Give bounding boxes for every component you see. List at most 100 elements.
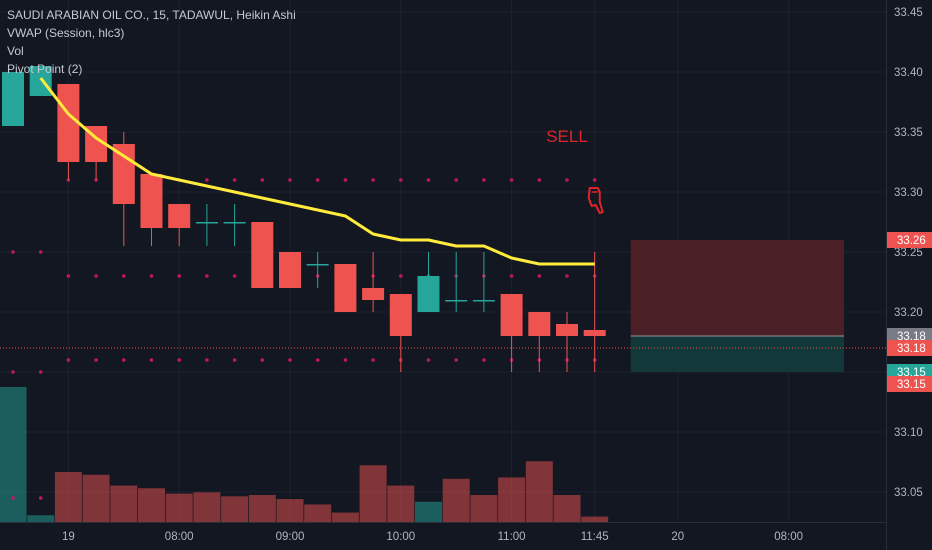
pivot-point-dot	[288, 358, 292, 362]
price-tick-label: 33.45	[894, 7, 923, 19]
price-tag	[887, 376, 932, 392]
time-tick-label: 11:45	[581, 531, 609, 543]
pivot-point-dot	[454, 358, 459, 362]
pivot-point-dot	[260, 178, 265, 182]
price-tick-label: 33.20	[894, 307, 923, 319]
sell-annotation-text: SELL	[546, 127, 588, 146]
price-tick-label: 33.05	[894, 487, 923, 499]
volume-bar	[581, 516, 609, 522]
pointing-down-hand-icon	[587, 187, 604, 214]
pivot-point-dot	[66, 274, 71, 278]
candle-body	[2, 72, 24, 126]
candle-body	[528, 312, 551, 336]
pivot-point-dot	[11, 496, 15, 500]
candle-body	[389, 294, 412, 336]
pivot-point-dot	[537, 274, 542, 278]
short-position-stop-zone	[630, 240, 844, 336]
volume-bar	[304, 504, 332, 522]
pivot-point-dot	[149, 274, 154, 278]
pivot-point-dot	[482, 178, 486, 182]
pivot-indicator-label[interactable]: Pivot Point (2)	[7, 62, 83, 76]
price-tag-label: 33.15	[897, 379, 926, 391]
pivot-point-dot	[38, 250, 43, 254]
volume-bar	[415, 501, 442, 522]
volume-bar	[221, 496, 249, 522]
price-tick-label: 33.40	[894, 67, 923, 79]
candle-body	[306, 264, 329, 266]
pivot-point-dot	[94, 274, 98, 278]
candle-body	[445, 300, 468, 302]
pivot-point-dot	[315, 358, 320, 362]
pivot-point-dot	[122, 358, 126, 362]
pivot-point-dot	[177, 358, 181, 362]
volume-bar	[248, 495, 276, 522]
volume-bar	[138, 488, 165, 522]
volume-bar	[193, 492, 221, 522]
candle-body	[29, 66, 52, 96]
volume-bar	[331, 512, 359, 522]
pivot-point-dot	[343, 358, 348, 362]
pivot-point-dot	[38, 496, 43, 500]
pivot-point-dot	[232, 274, 237, 278]
pivot-point-dot	[426, 178, 431, 182]
time-tick-label: 08:00	[165, 531, 194, 543]
time-tick-label: 20	[671, 531, 684, 543]
candle-body	[57, 84, 80, 162]
candle-body	[362, 288, 385, 300]
candle-body	[334, 264, 357, 312]
pivot-point-dot	[232, 358, 237, 362]
price-tick-label: 33.10	[894, 427, 923, 439]
pivot-point-dot	[177, 274, 181, 278]
pivot-point-dot	[288, 178, 292, 182]
pivot-point-dot	[509, 274, 514, 278]
vwap-indicator-label[interactable]: VWAP (Session, hlc3)	[7, 26, 125, 40]
pivot-point-dot	[537, 178, 542, 182]
candle-body	[583, 330, 606, 336]
price-tag-label: 33.18	[897, 343, 926, 355]
pivot-point-dot	[122, 274, 126, 278]
time-tick-label: 09:00	[276, 531, 305, 543]
pivot-point-dot	[565, 178, 569, 182]
volume-bar	[165, 493, 193, 522]
pivot-point-dot	[592, 178, 597, 182]
pivot-point-dot	[94, 358, 98, 362]
chart-legend: SAUDI ARABIAN OIL CO., 15, TADAWUL, Heik…	[7, 6, 296, 78]
candle-body	[472, 300, 495, 302]
candle-body	[556, 324, 578, 336]
price-tick-label: 33.35	[894, 127, 923, 139]
price-tag	[887, 232, 932, 248]
volume-bar	[359, 465, 387, 522]
pivot-point-dot	[399, 178, 403, 182]
pivot-point-dot	[343, 178, 348, 182]
volume-bar	[27, 515, 55, 522]
pivot-point-dot	[149, 358, 154, 362]
volume-bar	[442, 478, 470, 522]
time-tick-label: 08:00	[774, 531, 803, 543]
price-tag-label: 33.26	[897, 235, 926, 247]
symbol-title[interactable]: SAUDI ARABIAN OIL CO., 15, TADAWUL, Heik…	[7, 8, 296, 22]
pivot-point-dot	[315, 178, 320, 182]
candle-body	[195, 222, 218, 224]
pivot-point-dot	[205, 178, 209, 182]
vwap-line	[39, 77, 595, 266]
candle-body	[223, 222, 246, 224]
volume-bar	[54, 472, 82, 522]
candle-body	[279, 252, 301, 288]
hand-outline	[587, 187, 604, 214]
candle-body	[168, 204, 191, 228]
pivot-point-dot	[11, 250, 15, 254]
pivot-point-dot	[205, 274, 209, 278]
pivot-point-dot	[260, 358, 265, 362]
volume-bar	[110, 485, 138, 522]
short-position-target-zone	[630, 336, 844, 372]
candle-body	[500, 294, 523, 336]
volume-bar	[276, 499, 304, 522]
price-tick-label: 33.30	[894, 187, 923, 199]
pivot-point-dot	[509, 178, 514, 182]
candle-body	[112, 144, 135, 204]
candle-body	[417, 276, 440, 312]
volume-bar	[498, 477, 526, 522]
volume-indicator-label[interactable]: Vol	[7, 44, 24, 58]
volume-bar	[470, 495, 498, 522]
